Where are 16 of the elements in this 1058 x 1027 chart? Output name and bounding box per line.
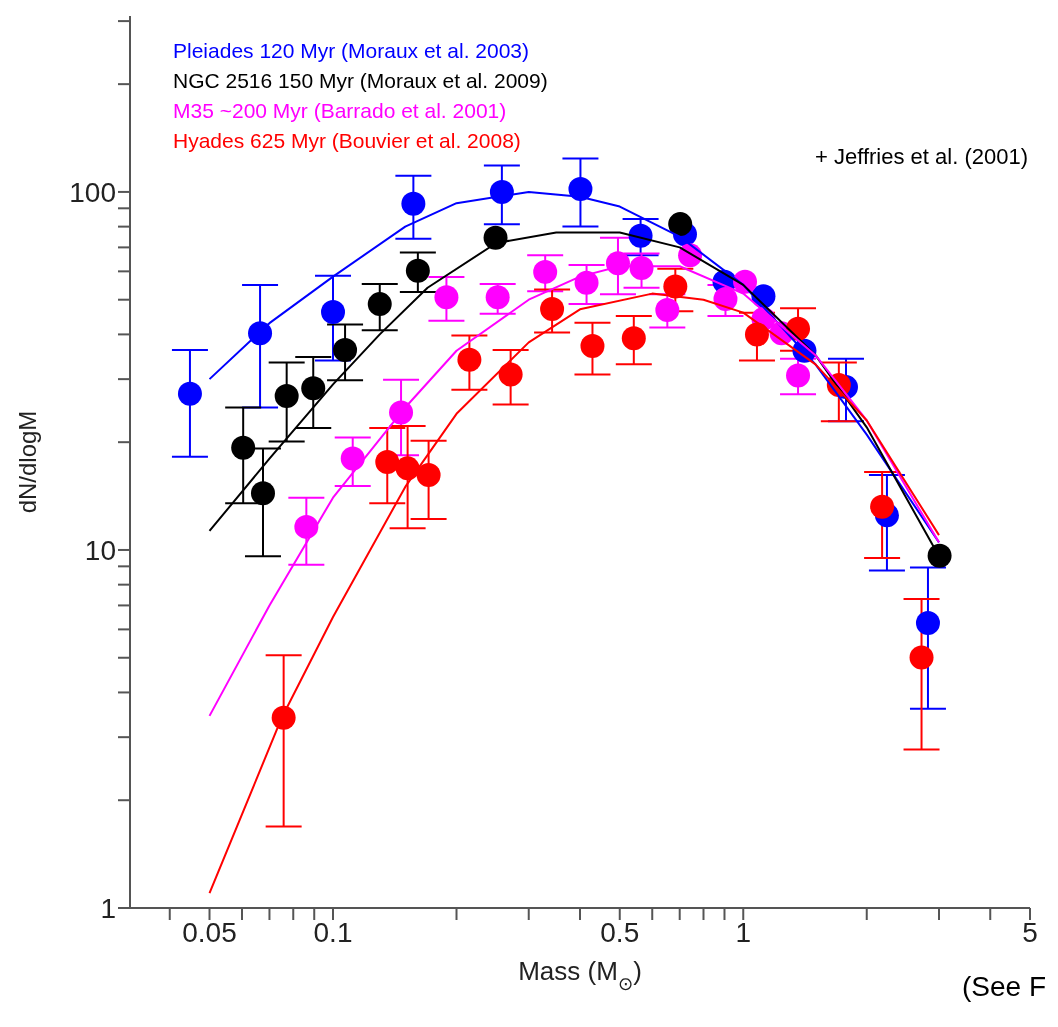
- y-tick-label: 1: [100, 892, 116, 924]
- text: Hyades 625 Myr (Bouvier et al. 2008): [173, 128, 522, 154]
- text: NGC 2516 150 Myr (Moraux et al. 2009): [173, 68, 548, 94]
- y-axis-title: dN/dlogM: [14, 410, 41, 514]
- x-tick-label: 5: [1022, 916, 1038, 948]
- text: (See F: [961, 970, 1046, 1004]
- text: M35 ~200 Myr (Barrado et al. 2001): [173, 98, 508, 124]
- annotation: + Jeffries et al. (2001): [815, 144, 1028, 170]
- x-tick-label: 0.1: [313, 916, 353, 948]
- y-tick-label: 100: [69, 176, 116, 208]
- x-axis-title: Mass (M$_{⊙}$): [518, 956, 642, 994]
- x-tick-label: 0.5: [600, 916, 640, 948]
- x-tick-label: 0.05: [182, 916, 237, 948]
- text: Pleiades 120 Myr (Moraux et al. 2003): [173, 38, 530, 64]
- x-tick-label: 1: [735, 916, 752, 948]
- y-tick-label: 10: [84, 534, 116, 566]
